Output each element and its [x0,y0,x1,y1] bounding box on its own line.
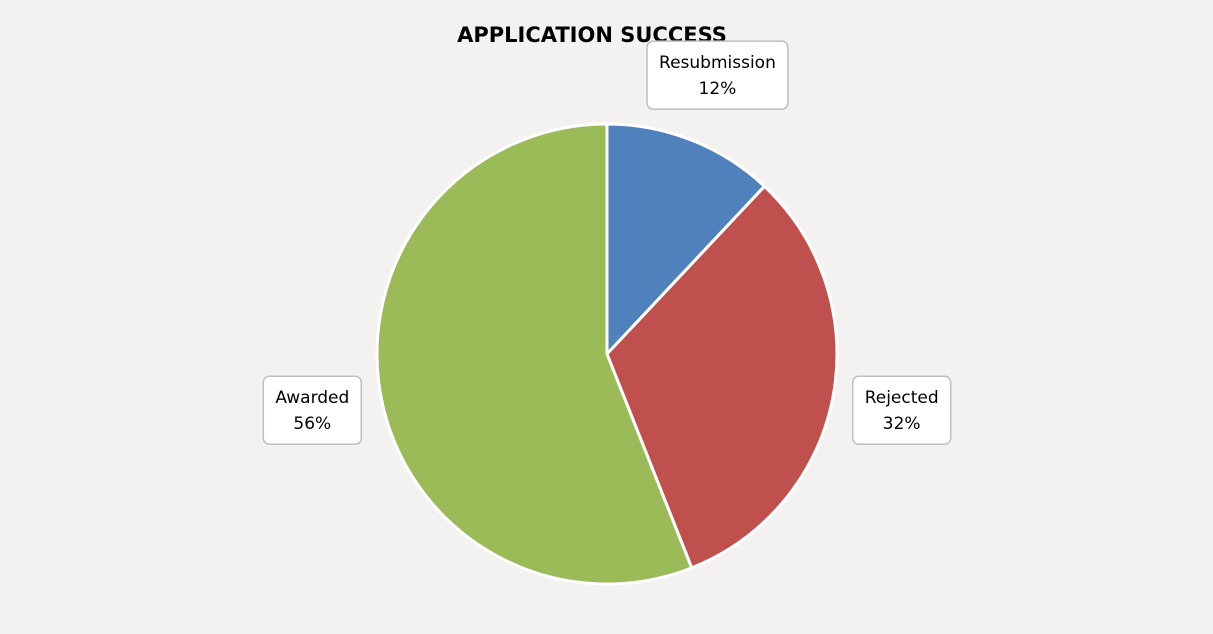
label-category: Resubmission [659,53,776,73]
pie [375,122,839,586]
label-value: 56% [293,414,331,434]
label-box [851,375,952,445]
data-label: Resubmission 12% [646,40,789,110]
label-box [646,40,789,110]
label-category: Rejected [865,388,939,408]
pie-slice [605,122,766,356]
label-category: Awarded [275,388,349,408]
data-labels: Resubmission 12% Rejected 32% Awarded 56% [262,40,952,445]
label-value: 32% [883,414,921,434]
pie-slice [375,122,694,586]
label-box [262,375,363,445]
data-label: Awarded 56% [262,375,363,445]
pie-slice [605,184,839,570]
label-value: 12% [699,79,737,99]
data-label: Rejected 32% [851,375,952,445]
